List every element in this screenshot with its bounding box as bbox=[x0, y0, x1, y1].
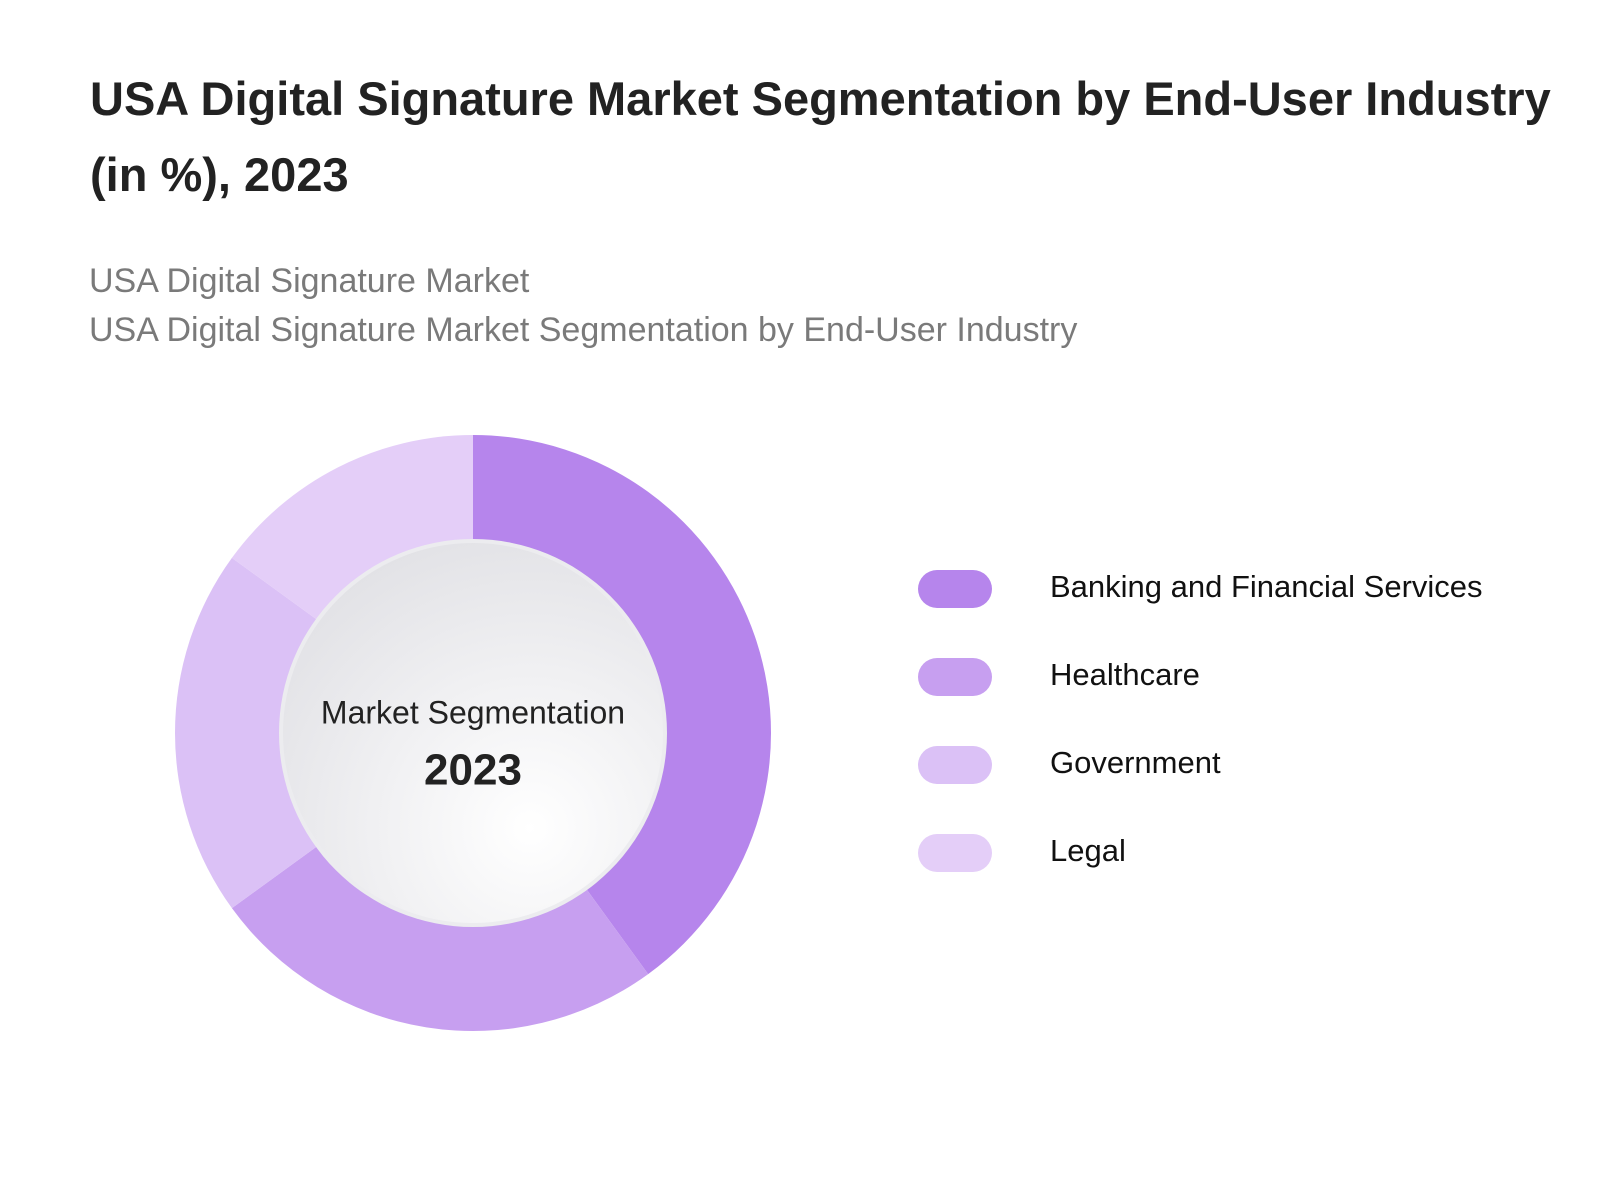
legend-label: Government bbox=[1050, 745, 1221, 780]
subtitle: USA Digital Signature Market bbox=[89, 262, 530, 300]
chart-title: USA Digital Signature Market Segmentatio… bbox=[90, 72, 1551, 201]
center-value: 2023 bbox=[424, 746, 522, 795]
legend-swatch bbox=[918, 570, 992, 608]
subtitle: USA Digital Signature Market Segmentatio… bbox=[89, 311, 1077, 349]
legend-swatch bbox=[918, 834, 992, 872]
legend: Banking and Financial Services Healthcare… bbox=[918, 569, 1483, 872]
legend-swatch bbox=[918, 746, 992, 784]
legend-label: Healthcare bbox=[1050, 657, 1200, 692]
donut: Market Segmentation 2023 bbox=[174, 435, 771, 1031]
legend-label: Legal bbox=[1050, 833, 1126, 868]
legend-label: Banking and Financial Services bbox=[1050, 569, 1483, 604]
title-block: USA Digital Signature Market Segmentatio… bbox=[89, 72, 1551, 349]
center-label: Market Segmentation bbox=[321, 694, 625, 730]
donut-hole bbox=[283, 543, 663, 923]
legend-swatch bbox=[918, 658, 992, 696]
